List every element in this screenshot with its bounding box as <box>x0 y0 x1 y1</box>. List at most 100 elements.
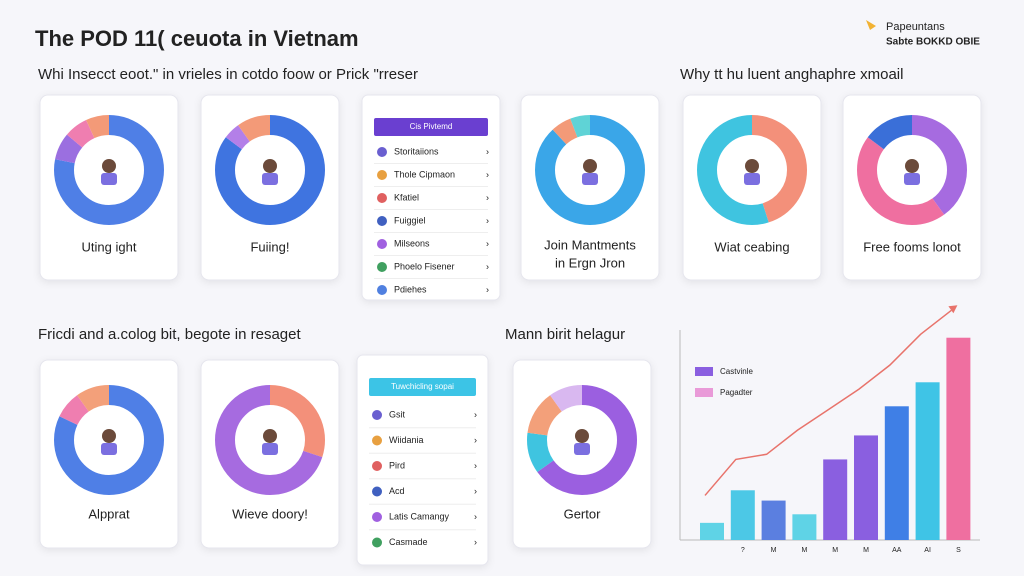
donut-icon <box>575 429 589 443</box>
bar <box>792 514 817 540</box>
legend-swatch <box>695 388 713 397</box>
list-icon <box>372 435 382 446</box>
donut-segment <box>215 115 325 225</box>
chevron: › <box>486 261 489 271</box>
x-tick-label: AA <box>892 547 902 554</box>
chevron: › <box>486 238 489 248</box>
donut-segment <box>527 385 637 495</box>
list-header <box>374 118 488 136</box>
bar <box>761 500 786 540</box>
list-item: Phoelo Fisener <box>394 261 455 271</box>
list-panel <box>356 354 489 566</box>
bar <box>700 522 724 540</box>
chevron: › <box>474 435 477 445</box>
chevron: › <box>474 537 477 547</box>
donut-icon <box>262 443 278 455</box>
section-text: Whi Insecct eoot." in vrieles in cotdo f… <box>38 66 418 83</box>
donut-segment <box>857 115 967 225</box>
list-icon <box>372 410 382 420</box>
card-label: Wiat ceabing <box>714 239 789 254</box>
bar <box>730 490 755 540</box>
card-label: Gertor <box>564 506 602 521</box>
x-tick-label: S <box>956 547 961 554</box>
donut-icon <box>102 159 116 173</box>
donut-icon <box>101 443 117 455</box>
bar <box>915 382 940 540</box>
donut-icon <box>574 443 590 455</box>
list-icon <box>372 461 382 471</box>
list-icon <box>377 193 387 203</box>
list-item: Casmade <box>389 537 428 547</box>
list-item: Gsit <box>389 409 406 419</box>
list-icon <box>372 537 382 548</box>
legend-label: Castvinle <box>720 367 753 376</box>
legend-swatch <box>695 367 713 376</box>
list-panel <box>361 94 501 301</box>
list-icon <box>372 486 382 497</box>
donut-icon <box>101 173 117 185</box>
donut-icon <box>744 173 760 185</box>
section-text: Why tt hu luent anghaphre xmoail <box>680 66 903 83</box>
list-item: Kfatiel <box>394 192 419 202</box>
donut-segment <box>697 115 807 225</box>
donut-icon <box>263 159 277 173</box>
card-label: Fuiing! <box>250 239 289 254</box>
list-icon <box>377 216 387 226</box>
list-item: Thole Cipmaon <box>394 169 455 179</box>
card-label: Wieve doory! <box>232 506 308 521</box>
donut-icon <box>582 173 598 185</box>
logo <box>866 20 876 30</box>
section-text: Mann birit helagur <box>505 326 625 343</box>
title: The POD 11( ceuota in Vietnam <box>35 26 359 51</box>
arrow-head <box>948 305 958 314</box>
donut-icon <box>904 173 920 185</box>
card-label: Uting ight <box>82 239 137 254</box>
donut-icon <box>263 429 277 443</box>
x-tick-label: ? <box>741 547 745 554</box>
donut-segment <box>215 385 325 495</box>
chevron: › <box>474 486 477 496</box>
bar <box>946 337 971 540</box>
donut-segment <box>857 115 967 225</box>
trend-line <box>704 309 952 496</box>
x-tick-label: M <box>801 547 807 554</box>
bar <box>823 459 848 540</box>
list-item: Storitaiions <box>394 146 439 156</box>
list-icon <box>372 512 382 522</box>
donut-segment <box>535 115 645 225</box>
chevron: › <box>486 284 489 294</box>
donut-segment <box>54 385 164 495</box>
brand: Papeuntans <box>886 21 945 33</box>
x-tick-label: AI <box>924 547 931 554</box>
list-item: Pird <box>389 460 405 470</box>
list-item: Latis Camangy <box>389 511 450 521</box>
card-label: in Ergn Jron <box>555 255 625 270</box>
donut-icon <box>102 429 116 443</box>
list-icon <box>377 262 387 272</box>
x-tick-label: M <box>863 547 869 554</box>
chevron: › <box>486 192 489 202</box>
chevron: › <box>486 169 489 179</box>
card-label: Join Mantments <box>544 237 636 252</box>
donut-icon <box>583 159 597 173</box>
card-label: Free fooms lonot <box>863 239 961 254</box>
list-header-text: Tuwchicling sopai <box>391 382 454 391</box>
donut-icon <box>905 159 919 173</box>
brand-sub: Sabte BOKKD OBIE <box>886 37 980 48</box>
list-header <box>369 378 476 396</box>
list-item: Milseons <box>394 238 430 248</box>
list-icon <box>377 285 387 295</box>
donut-segment <box>54 115 164 225</box>
list-icon <box>377 239 387 249</box>
list-header-text: Cis Pivtemd <box>410 122 453 131</box>
chevron: › <box>474 511 477 521</box>
chevron: › <box>474 409 477 419</box>
list-item: Fuiggiel <box>394 215 426 225</box>
list-item: Acd <box>389 486 405 496</box>
donut-icon <box>745 159 759 173</box>
bar <box>884 406 909 540</box>
card-label: Alpprat <box>88 506 130 521</box>
section-text: Fricdi and a.colog bit, begote in resage… <box>38 326 301 343</box>
x-tick-label: M <box>771 547 777 554</box>
